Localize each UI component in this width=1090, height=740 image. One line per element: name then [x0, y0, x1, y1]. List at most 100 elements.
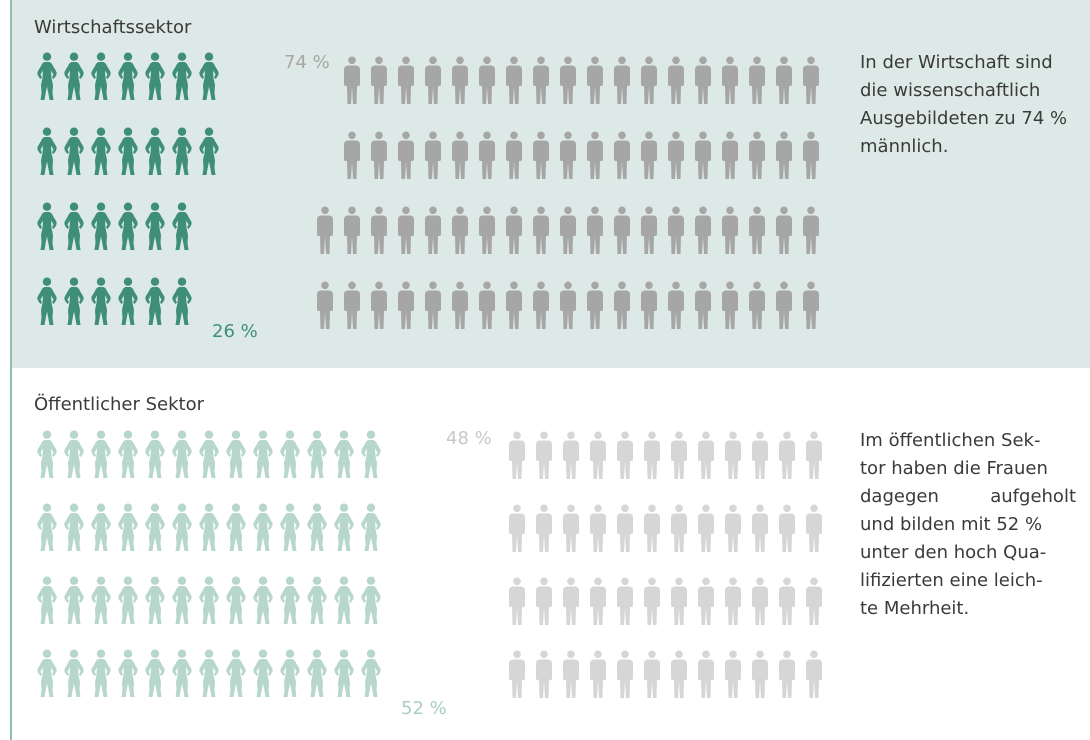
man-figure-icon	[806, 577, 822, 625]
man-figure-icon	[344, 281, 360, 329]
public-desc-line: und bilden mit 52 %	[860, 514, 1043, 535]
man-figure-icon	[725, 577, 741, 625]
man-figure-icon	[752, 431, 768, 479]
man-figure-icon	[614, 131, 630, 179]
man-figure-icon	[452, 281, 468, 329]
man-figure-icon	[671, 650, 687, 698]
woman-figure-icon	[91, 127, 111, 175]
woman-figure-icon	[307, 503, 327, 551]
woman-figure-icon	[64, 430, 84, 478]
man-figure-icon	[317, 281, 333, 329]
woman-figure-icon	[37, 202, 57, 250]
man-figure-icon	[641, 281, 657, 329]
man-figure-icon	[749, 131, 765, 179]
man-figure-icon	[614, 281, 630, 329]
business-desc-line: männlich.	[860, 136, 949, 157]
man-figure-icon	[725, 504, 741, 552]
man-figure-icon	[776, 131, 792, 179]
woman-figure-icon	[145, 277, 165, 325]
woman-figure-icon	[91, 503, 111, 551]
man-figure-icon	[425, 131, 441, 179]
woman-figure-icon	[37, 430, 57, 478]
woman-figure-icon	[118, 430, 138, 478]
woman-figure-icon	[64, 52, 84, 100]
woman-figure-icon	[307, 649, 327, 697]
public-desc-line: unter den hoch Qua-	[860, 542, 1047, 563]
woman-figure-icon	[199, 52, 219, 100]
man-figure-icon	[506, 131, 522, 179]
woman-figure-icon	[118, 52, 138, 100]
man-figure-icon	[803, 206, 819, 254]
woman-figure-icon	[226, 576, 246, 624]
woman-figure-icon	[172, 503, 192, 551]
man-figure-icon	[506, 206, 522, 254]
woman-figure-icon	[280, 649, 300, 697]
woman-figure-icon	[64, 576, 84, 624]
man-figure-icon	[749, 56, 765, 104]
woman-figure-icon	[361, 430, 381, 478]
woman-figure-icon	[361, 649, 381, 697]
man-figure-icon	[803, 131, 819, 179]
public-desc-line: tor haben die Frauen	[860, 458, 1048, 479]
man-figure-icon	[806, 504, 822, 552]
man-figure-icon	[425, 206, 441, 254]
woman-figure-icon	[172, 52, 192, 100]
left-rule	[10, 0, 12, 740]
man-figure-icon	[641, 56, 657, 104]
woman-figure-icon	[253, 430, 273, 478]
public-desc-line: dagegen aufgeholt	[860, 486, 1076, 507]
man-figure-icon	[695, 131, 711, 179]
man-figure-icon	[560, 281, 576, 329]
man-figure-icon	[695, 56, 711, 104]
man-figure-icon	[668, 206, 684, 254]
woman-figure-icon	[64, 202, 84, 250]
woman-figure-icon	[172, 430, 192, 478]
woman-figure-icon	[37, 649, 57, 697]
public-women-pictogram	[34, 430, 384, 722]
woman-figure-icon	[172, 576, 192, 624]
man-figure-icon	[671, 431, 687, 479]
woman-figure-icon	[280, 430, 300, 478]
woman-figure-icon	[37, 52, 57, 100]
man-figure-icon	[641, 131, 657, 179]
man-figure-icon	[371, 56, 387, 104]
man-figure-icon	[479, 131, 495, 179]
man-figure-icon	[752, 650, 768, 698]
man-figure-icon	[563, 504, 579, 552]
man-figure-icon	[617, 504, 633, 552]
woman-figure-icon	[37, 277, 57, 325]
woman-figure-icon	[199, 649, 219, 697]
man-figure-icon	[560, 56, 576, 104]
man-figure-icon	[533, 281, 549, 329]
woman-figure-icon	[64, 649, 84, 697]
woman-figure-icon	[118, 576, 138, 624]
man-figure-icon	[776, 281, 792, 329]
woman-figure-icon	[226, 649, 246, 697]
woman-figure-icon	[118, 202, 138, 250]
man-figure-icon	[614, 206, 630, 254]
woman-figure-icon	[199, 430, 219, 478]
woman-figure-icon	[172, 127, 192, 175]
man-figure-icon	[614, 56, 630, 104]
man-figure-icon	[371, 281, 387, 329]
man-figure-icon	[617, 431, 633, 479]
man-figure-icon	[398, 206, 414, 254]
man-figure-icon	[509, 577, 525, 625]
business-women-pct: 26 %	[212, 321, 258, 342]
woman-figure-icon	[118, 127, 138, 175]
woman-figure-icon	[307, 576, 327, 624]
public-desc-line: te Mehrheit.	[860, 598, 970, 619]
woman-figure-icon	[91, 52, 111, 100]
business-panel	[12, 0, 1090, 368]
woman-figure-icon	[172, 202, 192, 250]
man-figure-icon	[590, 577, 606, 625]
woman-figure-icon	[280, 503, 300, 551]
public-women-pct: 52 %	[401, 698, 447, 719]
woman-figure-icon	[64, 127, 84, 175]
man-figure-icon	[563, 431, 579, 479]
public-men-pct: 48 %	[446, 428, 492, 449]
man-figure-icon	[425, 281, 441, 329]
woman-figure-icon	[91, 576, 111, 624]
man-figure-icon	[509, 431, 525, 479]
woman-figure-icon	[64, 277, 84, 325]
